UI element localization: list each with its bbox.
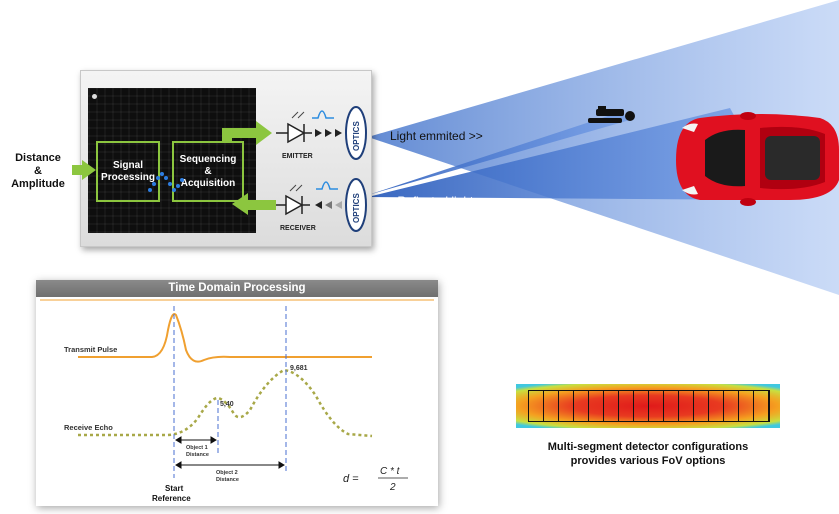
emitter-output-arrows-icon — [315, 129, 342, 137]
emitter-arrow — [222, 121, 272, 145]
emitter-diode-icon — [276, 122, 312, 144]
optics-bottom-label: OPTICS — [352, 193, 361, 223]
formula-numerator: C * t — [380, 466, 401, 477]
time-domain-title: Time Domain Processing — [168, 282, 306, 294]
formula-lhs: d = — [343, 473, 359, 485]
chip-block — [88, 88, 256, 233]
sequencing-line1: Sequencing — [179, 153, 237, 165]
pedestrian-icon — [588, 106, 635, 123]
object2-distance-arrow — [175, 461, 285, 469]
detector-caption-line2: provides various FoV options — [570, 455, 726, 467]
emitter-label: EMITTER — [282, 153, 313, 160]
formula-denominator: 2 — [389, 482, 396, 493]
object1-distance-arrow — [175, 436, 217, 444]
receiver-label: RECEIVER — [280, 225, 316, 232]
emitter-pulse-icon — [312, 110, 334, 119]
detector-caption-line1: Multi-segment detector configurations — [547, 441, 749, 453]
output-label-line1: Distance — [15, 152, 61, 164]
peak2-value-label: 9,681 — [290, 365, 308, 372]
signal-wave-icon — [148, 172, 184, 192]
detector-segments — [528, 390, 770, 422]
output-label: Distance & Amplitude — [6, 152, 70, 191]
peak1-value-label: 5,40 — [220, 401, 234, 408]
reflected-beam-top — [368, 112, 630, 195]
sequencing-line2: & — [204, 165, 212, 177]
object1-label-line2: Distance — [186, 452, 209, 458]
receiver-input-arrows-icon — [315, 201, 342, 209]
detector-array — [516, 384, 780, 428]
start-reference-line2: Reference — [152, 494, 191, 503]
emitter-rays-icon — [291, 111, 305, 119]
object2-label-line2: Distance — [216, 477, 239, 483]
receiver-arrow — [232, 193, 276, 215]
receiver-diode-icon — [276, 194, 310, 216]
reflected-light-label: << Reflected light — [380, 194, 474, 208]
object2-label-line1: Object 2 — [216, 470, 238, 476]
output-label-line3: Amplitude — [11, 178, 65, 190]
start-reference-line1: Start — [165, 484, 184, 493]
optics-top-label: OPTICS — [352, 121, 361, 151]
transmit-pulse-label: Transmit Pulse — [64, 345, 117, 354]
receiver-pulse-icon — [316, 181, 338, 190]
signal-processing-box: Signal Processing — [96, 141, 160, 202]
chip-dot — [92, 94, 97, 99]
output-label-line2: & — [34, 165, 42, 177]
light-emitted-label: Light emmited >> — [390, 129, 483, 143]
receive-echo-label: Receive Echo — [64, 423, 113, 432]
object1-label-line1: Object 1 — [186, 445, 208, 451]
optics-top-lens — [345, 106, 367, 160]
output-arrow — [72, 160, 96, 180]
sequencing-line3: Acquisition — [180, 177, 236, 189]
optics-bottom-lens — [345, 178, 367, 232]
time-domain-panel — [36, 280, 438, 506]
signal-processing-line1: Signal — [112, 159, 143, 171]
signal-processing-line2: Processing — [101, 171, 155, 183]
car-icon — [676, 112, 839, 206]
time-domain-title-bar: Time Domain Processing — [36, 280, 438, 297]
detector-caption: Multi-segment detector configurations pr… — [510, 440, 786, 468]
sequencing-box: Sequencing & Acquisition — [172, 141, 244, 202]
transmit-pulse-curve — [78, 313, 372, 363]
reflected-beam-car — [368, 108, 780, 200]
receiver-rays-icon — [289, 184, 303, 192]
